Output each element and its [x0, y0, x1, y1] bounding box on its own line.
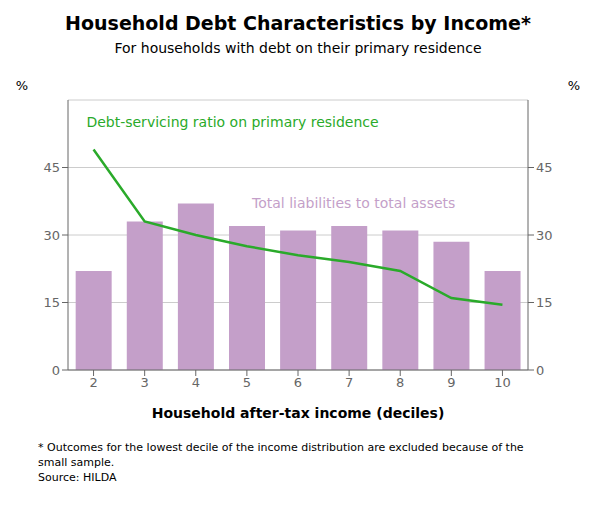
svg-text:Household after-tax income (de: Household after-tax income (deciles): [152, 405, 445, 421]
svg-text:9: 9: [447, 375, 455, 390]
html-text:For households with debt on th: For households with debt on their primar…: [114, 40, 482, 56]
svg-text:10: 10: [494, 375, 511, 390]
svg-text:30: 30: [536, 228, 553, 243]
svg-text:6: 6: [294, 375, 302, 390]
svg-text:4: 4: [192, 375, 200, 390]
svg-text:8: 8: [396, 375, 404, 390]
svg-text:5: 5: [243, 375, 251, 390]
svg-text:0: 0: [52, 363, 60, 378]
svg-text:2: 2: [89, 375, 97, 390]
svg-text:45: 45: [43, 160, 60, 175]
svg-text:7: 7: [345, 375, 353, 390]
svg-text:45: 45: [536, 160, 553, 175]
html-text:Total liabilities to total ass: Total liabilities to total assets: [252, 194, 456, 211]
html-text:* Outcomes for the lowest deci: * Outcomes for the lowest decile of the …: [38, 441, 524, 484]
svg-text:3: 3: [141, 375, 149, 390]
svg-text:15: 15: [536, 295, 553, 310]
svg-text:15: 15: [43, 295, 60, 310]
svg-text:0: 0: [536, 363, 544, 378]
html-text:Household Debt Characteristics: Household Debt Characteristics by Income…: [65, 12, 531, 34]
html-text:Debt-servicing ratio on primar: Debt-servicing ratio on primary residenc…: [86, 113, 379, 130]
svg-text:30: 30: [43, 228, 60, 243]
